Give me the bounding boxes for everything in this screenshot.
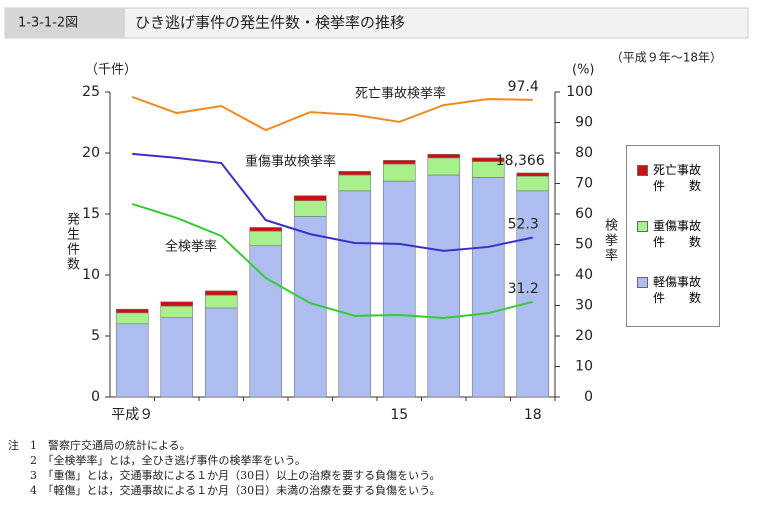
x-tick-label: 15 [390, 407, 408, 423]
note: 4 「軽傷」とは，交通事故による１か月（30日）未満の治療を要する負傷をいう。 [30, 484, 441, 497]
y2-label: 検挙率 [602, 218, 617, 263]
series-label: 全検挙率 [165, 239, 217, 255]
bar [115, 308, 149, 314]
y2-tick-label: 20 [575, 328, 593, 344]
bar [293, 195, 327, 201]
annotation: 18,366 [496, 153, 545, 169]
y2-tick-label: 90 [575, 115, 593, 131]
legend-item: 死亡事故件数 [637, 162, 701, 194]
series-label: 死亡事故検挙率 [355, 86, 446, 102]
legend-item: 重傷事故件数 [637, 218, 701, 250]
y2-tick-label: 10 [575, 359, 593, 375]
legend-swatch [637, 277, 648, 288]
y-tick-label: 20 [82, 145, 100, 161]
bar [338, 171, 372, 176]
note-row: 4 「軽傷」とは，交通事故による１か月（30日）未満の治療を要する負傷をいう。 [8, 483, 441, 498]
legend-item: 軽傷事故件数 [637, 274, 701, 306]
bar [249, 230, 283, 247]
legend-label: 軽傷事故件数 [653, 275, 702, 305]
subtitle: （平成９年～18年） [611, 51, 722, 65]
legend-label: 重傷事故件数 [653, 219, 702, 249]
line [132, 152, 533, 252]
legend: 死亡事故件数 重傷事故件数 軽傷事故件数 [626, 145, 720, 327]
bar [427, 153, 461, 159]
bar [427, 174, 461, 398]
line [131, 95, 533, 132]
figure-id: 1-3-1-2図 [18, 16, 78, 31]
bar [382, 163, 416, 182]
chart-title: ひき逃げ事件の発生件数・検挙率の推移 [135, 14, 405, 32]
bar [249, 227, 283, 232]
y2-tick-label: 40 [575, 267, 593, 283]
y-unit: （千件） [85, 63, 137, 78]
bar [427, 157, 461, 176]
note: 1 警察庁交通局の統計による。 [30, 439, 191, 452]
bar [204, 307, 238, 398]
note: 2 「全検挙率」とは，全ひき逃げ事件の検挙率をいう。 [30, 454, 306, 467]
y-tick-label: 25 [82, 84, 100, 100]
notes: 注 1 警察庁交通局の統計による。 2 「全検挙率」とは，全ひき逃げ事件の検挙率をい… [8, 438, 441, 498]
bar [115, 312, 149, 325]
y-tick-label: 5 [91, 328, 100, 344]
note-prefix [8, 453, 30, 468]
x-tick-label: 平成９ [111, 407, 153, 423]
header-bg [4, 7, 749, 39]
note: 3 「重傷」とは，交通事故による１か月（30日）以上の治療を要する負傷をいう。 [30, 469, 441, 482]
bar [382, 160, 416, 165]
legend-swatch [637, 165, 648, 176]
y2-tick-label: 30 [575, 298, 593, 314]
bar [338, 190, 372, 398]
note-prefix [8, 468, 30, 483]
bar [293, 200, 327, 217]
note-prefix: 注 [8, 439, 19, 452]
x-tick-label: 18 [524, 407, 542, 423]
bar [471, 177, 505, 398]
y2-tick-label: 80 [575, 145, 593, 161]
y2-tick-label: 70 [575, 176, 593, 192]
line [131, 202, 533, 320]
bar [338, 174, 372, 192]
y2-tick-label: 0 [584, 389, 593, 405]
bar [160, 305, 194, 318]
y2-tick-label: 60 [575, 206, 593, 222]
y2-unit: (%) [572, 63, 595, 78]
note-prefix [8, 483, 30, 498]
bar [516, 190, 550, 398]
note-row: 注 1 警察庁交通局の統計による。 [8, 438, 441, 453]
bar [204, 294, 238, 309]
bar [160, 317, 194, 398]
y2-tick-label: 100 [566, 84, 593, 100]
bar [115, 323, 149, 398]
legend-swatch [637, 221, 648, 232]
y-label: 発生件数 [64, 212, 79, 272]
y-tick-label: 10 [82, 267, 100, 283]
y-tick-label: 15 [82, 206, 100, 222]
bar [516, 172, 550, 177]
y2-tick-label: 50 [575, 237, 593, 253]
bar [516, 175, 550, 192]
legend-label: 死亡事故件数 [653, 163, 702, 193]
header-id-bg [5, 8, 125, 38]
data-label: 31.2 [508, 281, 539, 297]
data-label: 52.3 [508, 216, 539, 232]
y-tick-label: 0 [91, 389, 100, 405]
note-row: 3 「重傷」とは，交通事故による１か月（30日）以上の治療を要する負傷をいう。 [8, 468, 441, 483]
bar [204, 290, 238, 296]
data-label: 97.4 [508, 79, 539, 95]
note-row: 2 「全検挙率」とは，全ひき逃げ事件の検挙率をいう。 [8, 453, 441, 468]
bar [471, 157, 505, 162]
series-label: 重傷事故検挙率 [245, 154, 336, 170]
bar [382, 180, 416, 398]
bar [160, 301, 194, 307]
